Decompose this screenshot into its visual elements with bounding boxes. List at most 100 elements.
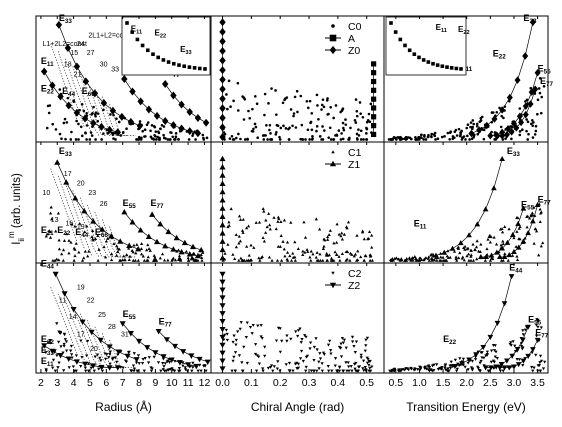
point xyxy=(321,258,325,262)
data-marks xyxy=(40,18,547,373)
point xyxy=(397,368,401,372)
point xyxy=(322,244,326,248)
point xyxy=(90,119,97,128)
point xyxy=(248,116,252,120)
point xyxy=(130,369,134,373)
point xyxy=(370,233,374,237)
point xyxy=(475,257,479,261)
annotation: 27 xyxy=(87,50,95,57)
point xyxy=(106,125,113,134)
point xyxy=(511,340,515,344)
point xyxy=(518,133,522,137)
point xyxy=(65,101,72,110)
point xyxy=(61,351,65,355)
point xyxy=(480,351,484,355)
point xyxy=(520,358,527,364)
point xyxy=(459,133,462,137)
point xyxy=(171,135,175,139)
point xyxy=(234,338,238,342)
point xyxy=(318,258,323,262)
peak-label: E22 xyxy=(443,334,457,346)
point xyxy=(359,129,363,133)
point xyxy=(224,328,228,332)
point xyxy=(145,105,153,114)
x-axis-title: Radius (Å) xyxy=(95,399,152,414)
point xyxy=(359,255,363,259)
point xyxy=(539,326,543,330)
point xyxy=(159,127,162,131)
point xyxy=(275,258,280,262)
point xyxy=(322,105,326,109)
point xyxy=(294,126,298,129)
point xyxy=(163,362,167,366)
legend-label: A xyxy=(348,33,355,45)
point xyxy=(146,255,150,259)
point xyxy=(141,254,145,258)
point xyxy=(115,360,119,364)
annotation: 13 xyxy=(51,217,59,224)
peak-label: E22 xyxy=(458,25,470,36)
point xyxy=(389,258,394,262)
x-tick-label: 3.0 xyxy=(507,377,522,389)
point xyxy=(355,137,359,140)
point xyxy=(311,137,314,140)
point xyxy=(306,106,310,110)
point xyxy=(219,303,226,309)
point xyxy=(63,117,67,121)
point xyxy=(488,258,493,262)
point xyxy=(219,221,226,228)
point xyxy=(331,150,335,154)
point xyxy=(95,353,100,357)
point xyxy=(238,217,243,221)
point xyxy=(486,237,490,241)
point xyxy=(57,258,61,262)
point xyxy=(459,361,465,367)
point xyxy=(500,230,505,234)
point xyxy=(329,34,337,42)
point xyxy=(301,253,305,256)
point xyxy=(278,327,282,331)
point xyxy=(240,361,244,365)
point xyxy=(315,93,319,97)
point xyxy=(492,367,496,370)
point xyxy=(469,121,473,124)
point xyxy=(469,125,472,129)
point xyxy=(57,353,64,359)
point xyxy=(263,92,267,96)
point xyxy=(518,118,525,127)
point xyxy=(72,258,76,262)
point xyxy=(178,100,185,109)
point xyxy=(194,252,201,259)
point xyxy=(117,120,121,124)
point xyxy=(320,138,323,141)
point xyxy=(451,137,455,141)
point xyxy=(515,230,519,233)
point xyxy=(274,339,279,343)
point xyxy=(521,128,524,132)
point xyxy=(288,254,292,258)
point xyxy=(264,218,268,222)
point xyxy=(422,138,425,141)
point xyxy=(322,353,326,357)
point xyxy=(452,363,458,370)
point xyxy=(219,37,226,46)
point xyxy=(53,369,57,373)
point xyxy=(70,353,74,357)
point xyxy=(196,356,203,363)
point xyxy=(253,95,257,98)
point xyxy=(72,195,79,201)
inset: E11 E22 E33 xyxy=(121,16,211,76)
point xyxy=(125,253,129,256)
point xyxy=(456,247,461,250)
point xyxy=(70,307,77,313)
point xyxy=(244,226,249,230)
point xyxy=(57,238,61,242)
point xyxy=(417,138,421,141)
point xyxy=(314,255,318,259)
point xyxy=(282,247,286,251)
point xyxy=(498,369,503,373)
point xyxy=(121,208,128,215)
annotation: 16 xyxy=(65,220,73,227)
point xyxy=(204,369,208,373)
point xyxy=(69,240,73,244)
